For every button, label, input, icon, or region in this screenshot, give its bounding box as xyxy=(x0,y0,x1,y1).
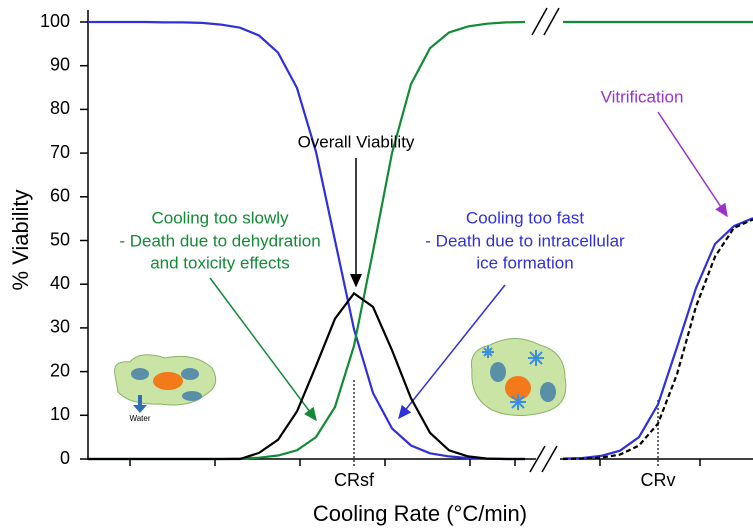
y-tick-label: 20 xyxy=(50,360,70,380)
y-tick-label: 70 xyxy=(50,142,70,162)
series-line xyxy=(563,220,753,460)
organelle xyxy=(131,368,149,380)
axis-break xyxy=(532,8,547,35)
x-axis-title: Cooling Rate (°C/min) xyxy=(313,501,527,526)
axis-break xyxy=(544,8,559,35)
x-tick-label: CRv xyxy=(641,470,676,490)
y-tick-label: 80 xyxy=(50,98,70,118)
organelle xyxy=(181,368,199,380)
arrow xyxy=(658,112,727,216)
annotation: Cooling too fast xyxy=(466,208,584,227)
annotation: Cooling too slowly xyxy=(151,208,289,227)
y-tick-label: 30 xyxy=(50,317,70,337)
y-tick-label: 0 xyxy=(60,448,70,468)
x-tick-label: CRsf xyxy=(334,470,375,490)
y-axis-title: % Viability xyxy=(8,189,33,290)
y-tick-label: 10 xyxy=(50,404,70,424)
organelle xyxy=(490,362,506,382)
y-tick-label: 50 xyxy=(50,229,70,249)
cell-icon xyxy=(115,355,216,413)
y-tick-label: 40 xyxy=(50,273,70,293)
chart: % Viability Cooling Rate (°C/min) 0 10 20 3… xyxy=(0,0,753,530)
annotation: - Death due to intracellular xyxy=(425,231,625,250)
y-tick-label: 100 xyxy=(40,11,70,31)
y-tick-label: 60 xyxy=(50,186,70,206)
annotation: Water xyxy=(129,414,150,423)
arrow xyxy=(210,278,316,420)
cell-icon xyxy=(471,339,565,416)
annotation: Overall Viability xyxy=(298,132,415,151)
y-tick-label: 90 xyxy=(50,54,70,74)
organelle xyxy=(182,391,202,401)
annotation: - Death due to dehydration xyxy=(119,231,320,250)
annotation: and toxicity effects xyxy=(150,253,290,272)
annotation: ice formation xyxy=(476,253,573,272)
organelle xyxy=(540,382,556,402)
nucleus xyxy=(153,372,183,390)
axis-break xyxy=(542,446,557,472)
annotation: Vitrification xyxy=(601,87,684,106)
